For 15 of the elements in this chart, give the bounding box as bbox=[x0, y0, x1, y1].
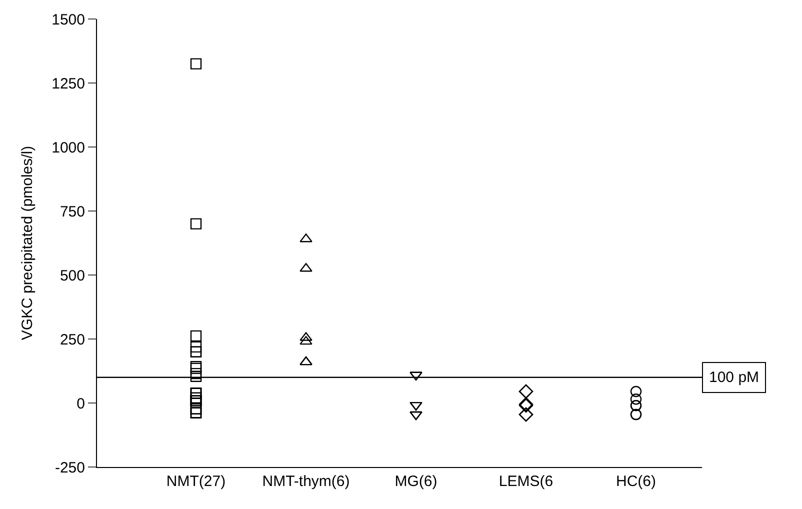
x-tick-label: NMT-thym(6) bbox=[262, 473, 350, 490]
x-tick-label: MG(6) bbox=[394, 473, 438, 490]
y-tick-label: 1500 bbox=[52, 11, 85, 28]
y-tick-label: 0 bbox=[76, 395, 85, 412]
y-axis-title: VGKC precipitated (pmoles/l) bbox=[18, 146, 36, 340]
y-tick-label: 500 bbox=[60, 267, 85, 284]
x-tick-label: HC(6) bbox=[616, 473, 656, 490]
x-tick-label: LEMS(6 bbox=[498, 473, 554, 490]
y-tick-label: 1000 bbox=[52, 139, 85, 156]
ref-line-label: 100 pM bbox=[709, 369, 760, 386]
x-tick-label: NMT(27) bbox=[166, 473, 226, 490]
y-tick-label: 1250 bbox=[52, 75, 85, 92]
y-tick-label: 250 bbox=[60, 331, 85, 348]
y-tick-label: 750 bbox=[60, 203, 85, 220]
y-tick-label: -250 bbox=[54, 459, 85, 476]
